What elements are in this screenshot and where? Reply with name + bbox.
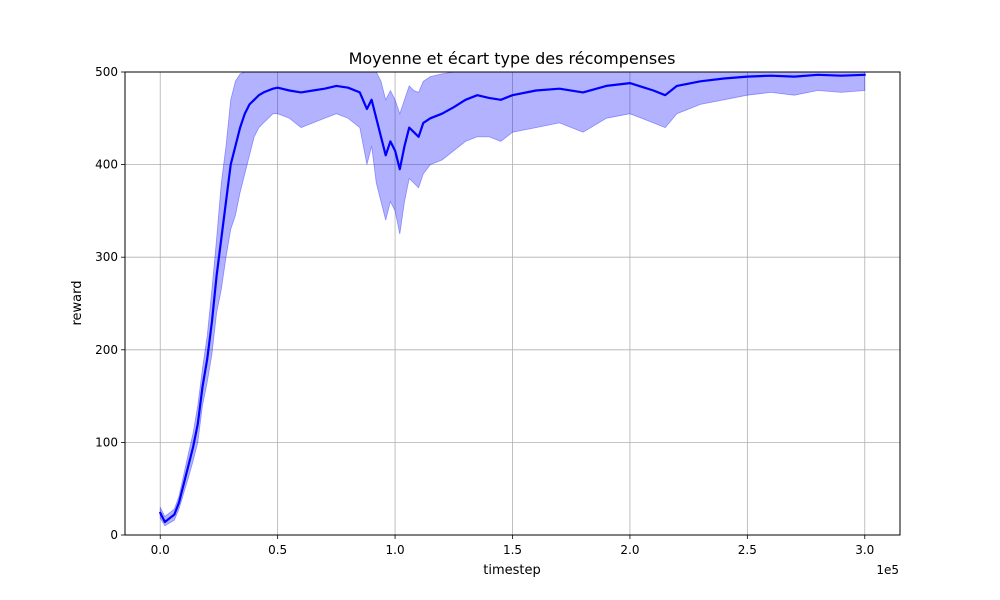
x-tick-label: 0.0 bbox=[151, 543, 170, 557]
y-tick-label: 400 bbox=[95, 158, 118, 172]
y-tick-label: 300 bbox=[95, 250, 118, 264]
ticks: 0.0 0.5 1.0 1.5 2.0 2.5 3.0 0 100 200 300 400 500 bbox=[95, 65, 874, 557]
mean-line-layer bbox=[159, 73, 866, 524]
x-tick-label: 1.0 bbox=[386, 543, 405, 557]
y-tick-label: 0 bbox=[110, 528, 118, 542]
x-axis-offset-label: 1e5 bbox=[876, 563, 899, 577]
x-tick-label: 0.5 bbox=[268, 543, 287, 557]
x-tick-label: 2.0 bbox=[620, 543, 639, 557]
x-axis-label: timestep bbox=[483, 563, 541, 578]
y-tick-label: 100 bbox=[95, 435, 118, 449]
x-tick-label: 3.0 bbox=[855, 543, 874, 557]
y-tick-label: 200 bbox=[95, 343, 118, 357]
y-tick-label: 500 bbox=[95, 65, 118, 79]
x-tick-label: 2.5 bbox=[738, 543, 757, 557]
x-tick-label: 1.5 bbox=[503, 543, 522, 557]
y-axis-label: reward bbox=[70, 280, 85, 325]
mean-line bbox=[159, 73, 866, 524]
chart-title: Moyenne et écart type des récompenses bbox=[349, 49, 676, 68]
